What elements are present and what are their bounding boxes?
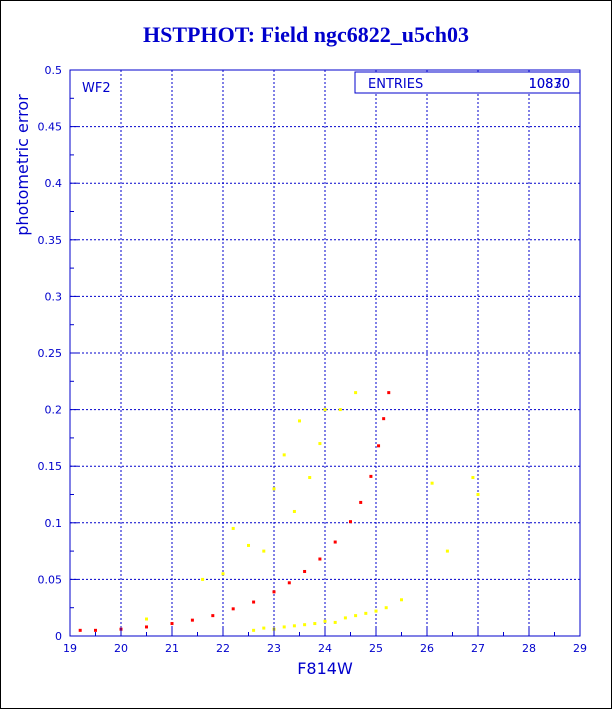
- scatter-point: [201, 577, 205, 581]
- scatter-point: [247, 543, 250, 547]
- scatter-point: [374, 609, 378, 613]
- scatter-point: [262, 549, 266, 553]
- scatter-point: [338, 408, 342, 412]
- y-axis-label: photometric error: [13, 94, 32, 236]
- scatter-point: [252, 628, 256, 632]
- x-tick-label: 29: [573, 642, 587, 655]
- stats-value: 10830: [529, 77, 570, 92]
- stats-box: ENTRIES 10870 10830: [354, 71, 581, 94]
- x-tick-labels: 19 20 21 22 23 24 25 26 27 28 29: [63, 642, 587, 655]
- scatter-point: [382, 417, 386, 421]
- scatter-point: [364, 611, 368, 615]
- scatter-point: [323, 619, 327, 623]
- y-tick-label: 0: [55, 630, 62, 643]
- data-points: [78, 391, 480, 632]
- scatter-point: [318, 442, 322, 446]
- scatter-point: [303, 623, 307, 627]
- scatter-point: [282, 453, 286, 457]
- y-tick-labels: 0 0.05 0.1 0.15 0.2 0.25 0.3 0.35 0.4 0.45 0.5: [38, 64, 63, 643]
- scatter-point: [387, 391, 391, 395]
- scatter-point: [445, 549, 449, 553]
- scatter-point: [430, 481, 434, 485]
- scatter-point: [287, 581, 291, 585]
- scatter-point: [471, 476, 475, 480]
- scatter-point: [369, 474, 373, 478]
- y-tick-label: 0.1: [45, 517, 63, 530]
- scatter-point: [292, 624, 296, 628]
- grid-lines: [70, 70, 580, 636]
- scatter-point: [262, 626, 266, 630]
- x-tick-label: 25: [369, 642, 383, 655]
- scatter-point: [145, 617, 148, 621]
- scatter-point: [282, 625, 286, 629]
- scatter-point: [252, 600, 256, 604]
- scatter-point: [354, 391, 358, 395]
- axis-ticks: [69, 69, 581, 637]
- x-tick-label: 26: [420, 642, 434, 655]
- scatter-point: [292, 509, 296, 513]
- scatter-point: [313, 622, 317, 626]
- stats-label: ENTRIES: [368, 77, 423, 92]
- scatter-point: [211, 614, 215, 618]
- x-tick-label: 19: [63, 642, 77, 655]
- stats-box-frame: [354, 71, 581, 94]
- x-axis-label: F814W: [297, 659, 353, 678]
- x-tick-label: 22: [216, 642, 230, 655]
- y-tick-label: 0.45: [38, 121, 63, 134]
- scatter-point: [272, 590, 276, 594]
- y-tick-label: 0.5: [45, 64, 63, 77]
- y-tick-label: 0.2: [45, 404, 63, 417]
- scatter-point: [231, 526, 235, 530]
- scatter-point: [349, 520, 352, 524]
- y-tick-label: 0.3: [45, 290, 63, 303]
- panel-label: WF2: [82, 81, 111, 96]
- x-tick-label: 23: [267, 642, 281, 655]
- x-tick-label: 20: [114, 642, 128, 655]
- scatter-point: [78, 628, 82, 632]
- x-tick-label: 28: [522, 642, 536, 655]
- y-tick-label: 0.05: [38, 573, 63, 586]
- x-tick-label: 27: [471, 642, 485, 655]
- scatter-point: [170, 622, 174, 626]
- scatter-point: [190, 618, 194, 622]
- scatter-point: [145, 625, 148, 629]
- stats-value-overprint: 10870: [529, 77, 570, 92]
- scatter-point: [272, 487, 276, 491]
- scatter-point: [354, 614, 358, 618]
- scatter-point: [298, 419, 301, 423]
- scatter-point: [333, 540, 337, 544]
- scatter-point: [318, 557, 322, 561]
- y-tick-label: 0.35: [38, 234, 63, 247]
- scatter-point: [384, 606, 388, 610]
- scatter-point: [400, 598, 403, 602]
- x-tick-label: 24: [318, 642, 332, 655]
- scatter-point: [476, 493, 480, 496]
- scatter-point: [94, 628, 97, 632]
- scatter-point: [303, 569, 307, 573]
- scatter-point: [231, 607, 235, 611]
- scatter-point: [377, 444, 381, 448]
- y-tick-label: 0.15: [38, 460, 63, 473]
- y-tick-label: 0.25: [38, 347, 63, 360]
- scatter-point: [359, 500, 363, 504]
- scatter-point: [333, 620, 337, 624]
- y-tick-label: 0.4: [45, 177, 63, 190]
- page-title: HSTPHOT: Field ngc6822_u5ch03: [143, 22, 469, 47]
- scatter-point: [308, 476, 312, 480]
- scatter-point: [221, 572, 225, 576]
- scatter-point: [323, 408, 327, 412]
- x-tick-label: 21: [165, 642, 179, 655]
- scatter-point: [343, 616, 347, 620]
